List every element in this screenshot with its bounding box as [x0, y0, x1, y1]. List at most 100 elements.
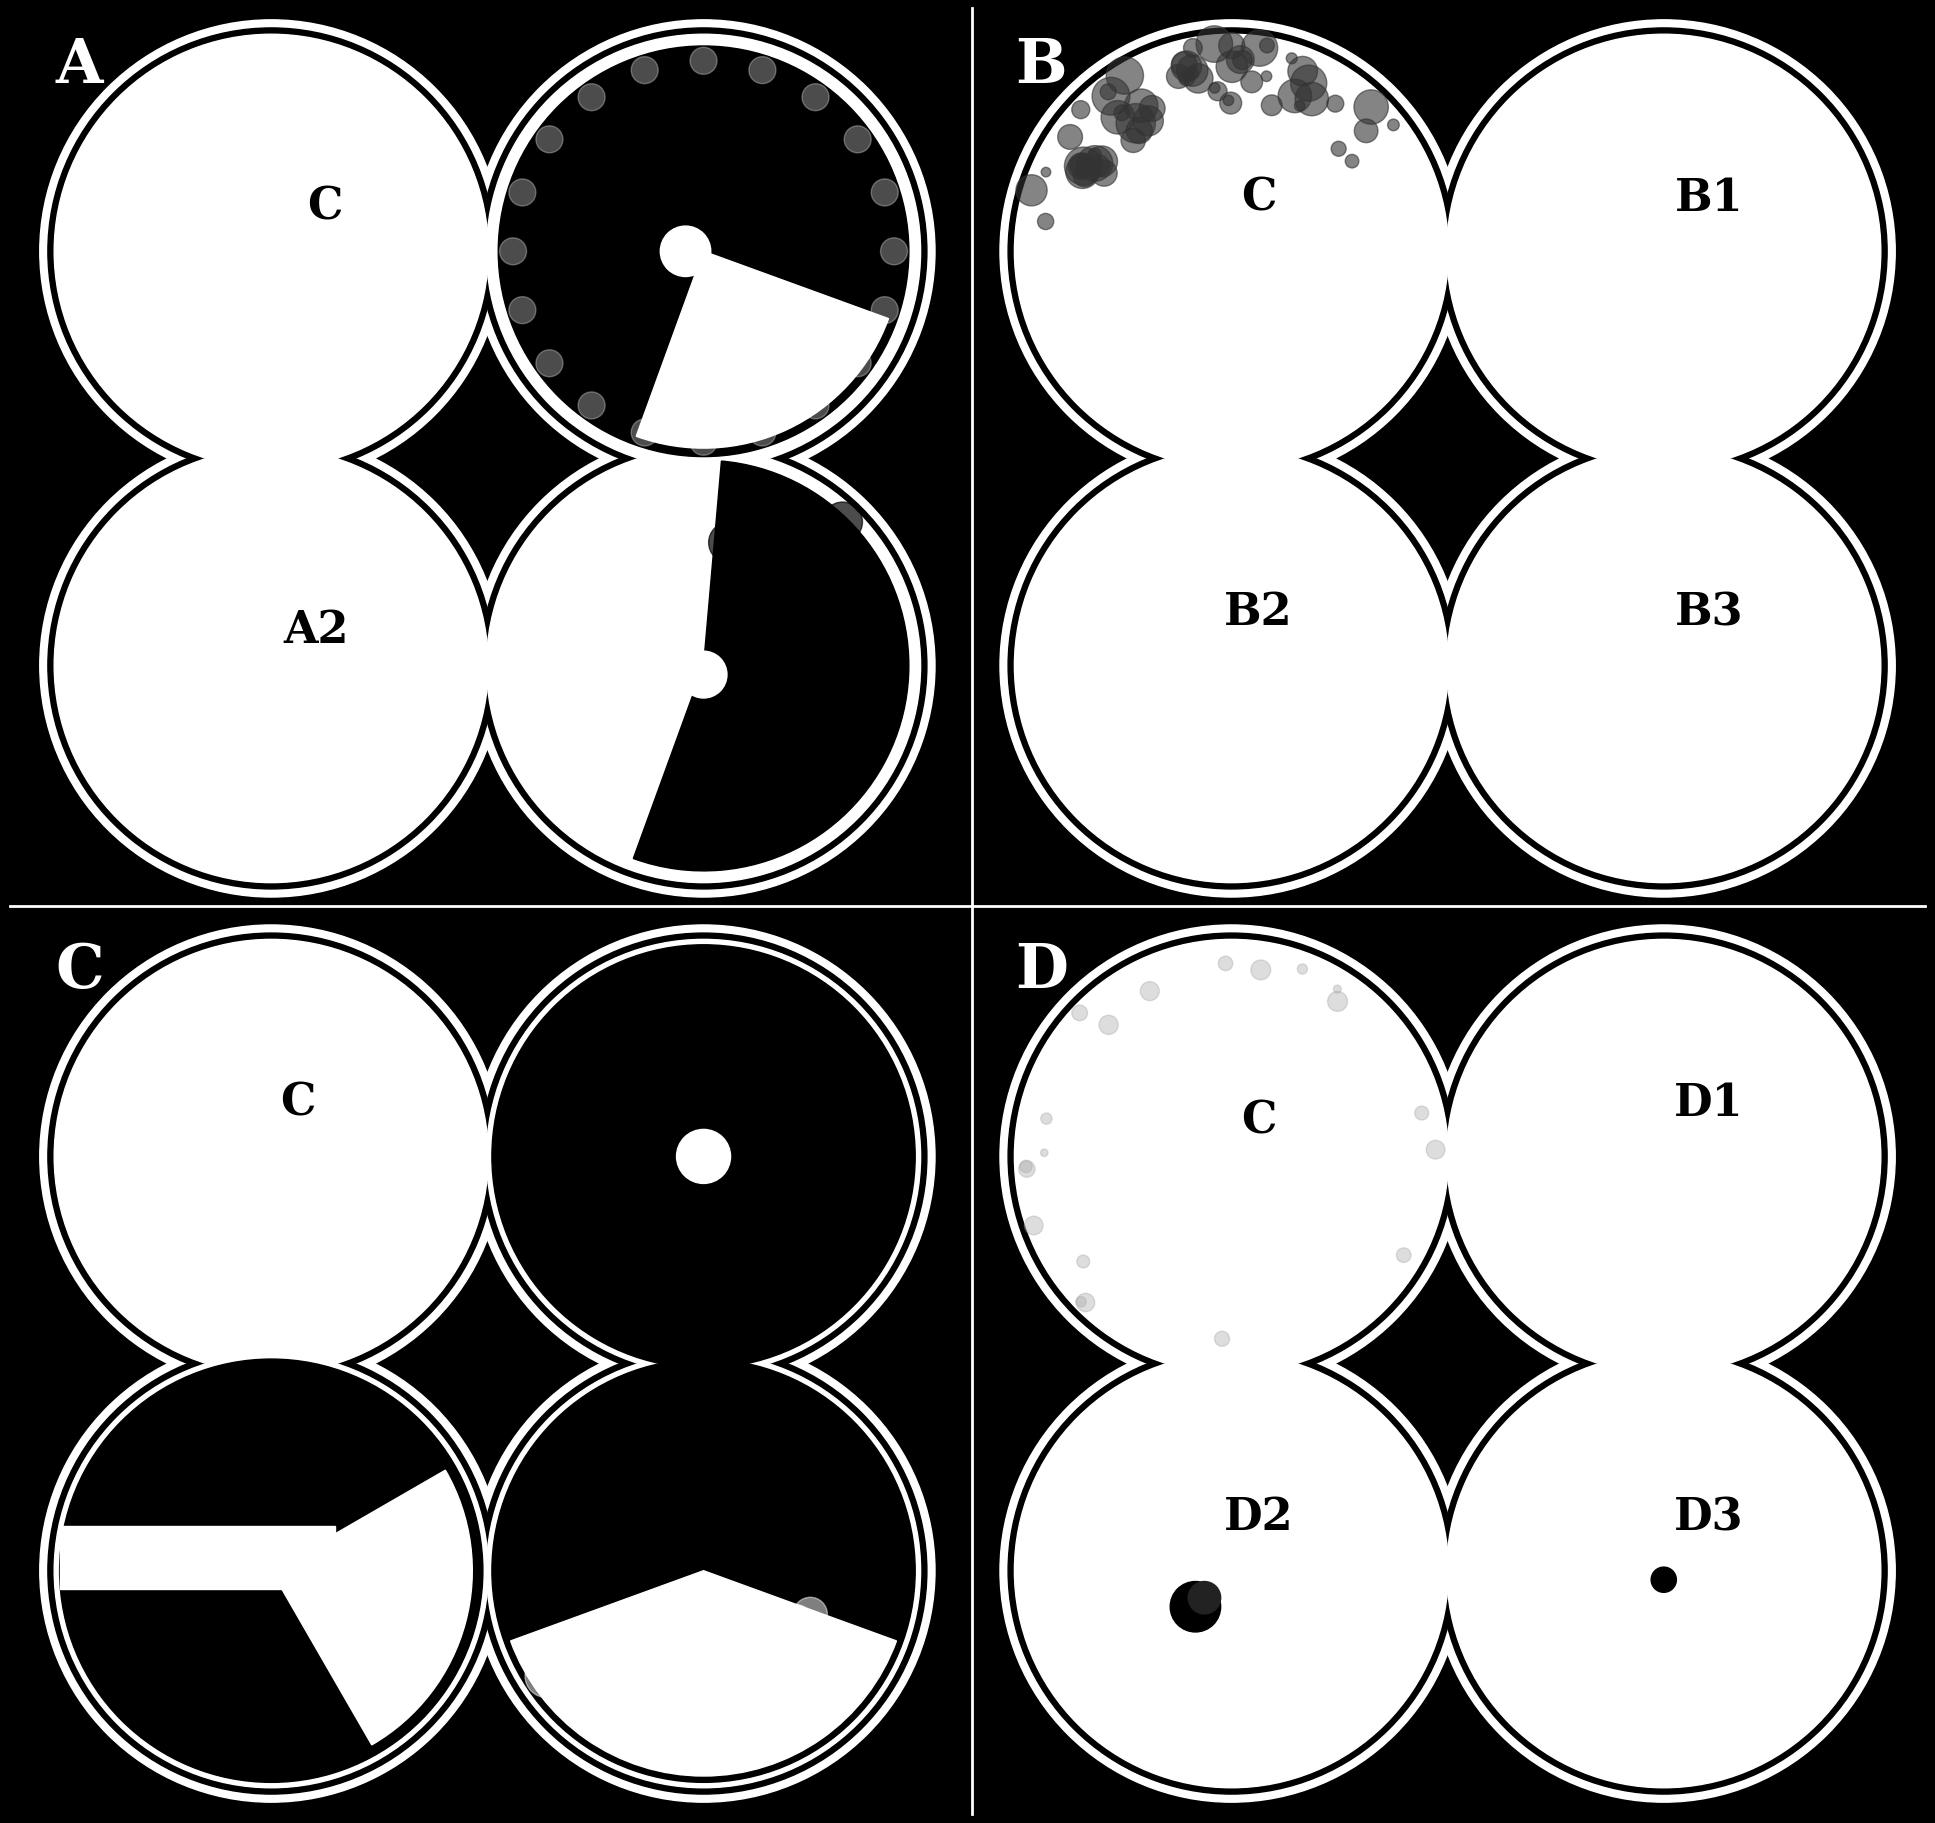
Circle shape	[1291, 66, 1327, 102]
Circle shape	[1260, 38, 1275, 55]
Circle shape	[60, 946, 484, 1369]
Circle shape	[648, 1637, 675, 1663]
Circle shape	[1451, 40, 1875, 463]
Circle shape	[536, 128, 563, 153]
Circle shape	[1207, 82, 1227, 102]
Circle shape	[1233, 51, 1252, 71]
Circle shape	[486, 35, 921, 469]
Circle shape	[1076, 1296, 1086, 1307]
Circle shape	[1115, 106, 1130, 122]
Polygon shape	[60, 1526, 335, 1590]
Circle shape	[817, 386, 830, 403]
Circle shape	[1020, 1360, 1444, 1783]
Circle shape	[857, 605, 896, 647]
Circle shape	[700, 1688, 722, 1708]
Circle shape	[472, 20, 935, 483]
Circle shape	[1099, 1015, 1118, 1035]
Circle shape	[1426, 1141, 1445, 1159]
Circle shape	[1279, 80, 1312, 113]
Circle shape	[1432, 1340, 1894, 1803]
Circle shape	[1068, 153, 1093, 180]
Circle shape	[1008, 29, 1455, 476]
Text: B: B	[1016, 36, 1066, 97]
Circle shape	[770, 789, 791, 811]
Text: C: C	[1240, 177, 1277, 219]
Circle shape	[486, 448, 921, 882]
Circle shape	[579, 392, 606, 419]
Circle shape	[1101, 84, 1116, 100]
Circle shape	[743, 1710, 764, 1732]
Circle shape	[54, 941, 488, 1375]
Circle shape	[1188, 1582, 1221, 1613]
Circle shape	[48, 1347, 495, 1794]
Circle shape	[844, 350, 871, 377]
Circle shape	[1432, 926, 1894, 1387]
Circle shape	[1140, 983, 1159, 1001]
Circle shape	[1120, 129, 1146, 153]
Circle shape	[1171, 1582, 1221, 1632]
Circle shape	[1014, 35, 1449, 469]
Circle shape	[755, 410, 776, 432]
Circle shape	[822, 503, 863, 543]
Circle shape	[1008, 443, 1455, 890]
Circle shape	[1296, 964, 1308, 975]
Circle shape	[1215, 51, 1248, 84]
Circle shape	[1126, 118, 1153, 144]
Circle shape	[1018, 1161, 1035, 1178]
Circle shape	[1451, 454, 1875, 877]
Circle shape	[745, 1630, 789, 1674]
Circle shape	[1451, 946, 1875, 1369]
Circle shape	[840, 775, 859, 795]
Circle shape	[826, 645, 853, 671]
Circle shape	[716, 532, 755, 571]
Text: D2: D2	[1223, 1495, 1293, 1539]
Circle shape	[41, 20, 503, 483]
Circle shape	[1440, 933, 1887, 1380]
Circle shape	[1219, 93, 1242, 115]
Circle shape	[1070, 153, 1095, 179]
Circle shape	[728, 472, 755, 500]
Wedge shape	[511, 1571, 896, 1776]
Circle shape	[1440, 29, 1887, 476]
Circle shape	[695, 414, 712, 430]
Circle shape	[1020, 40, 1444, 463]
Circle shape	[480, 443, 927, 890]
Circle shape	[793, 1597, 828, 1632]
Circle shape	[491, 946, 915, 1369]
Circle shape	[1447, 1354, 1881, 1788]
Circle shape	[1000, 20, 1463, 483]
Circle shape	[631, 419, 658, 447]
Circle shape	[1107, 58, 1144, 95]
Circle shape	[497, 47, 909, 458]
Circle shape	[1008, 1347, 1455, 1794]
Circle shape	[1327, 992, 1347, 1012]
Circle shape	[795, 707, 824, 736]
Circle shape	[832, 660, 853, 682]
Circle shape	[1020, 454, 1444, 877]
Text: A2: A2	[284, 609, 348, 651]
Circle shape	[1289, 57, 1318, 88]
Circle shape	[782, 824, 805, 848]
Circle shape	[472, 1340, 935, 1803]
Circle shape	[480, 933, 927, 1380]
Circle shape	[54, 1354, 488, 1788]
Wedge shape	[704, 461, 909, 871]
Circle shape	[811, 1686, 830, 1705]
Circle shape	[1041, 168, 1051, 179]
Circle shape	[871, 180, 898, 206]
Circle shape	[844, 128, 871, 153]
Circle shape	[1076, 1294, 1095, 1313]
Circle shape	[650, 1643, 671, 1663]
Circle shape	[757, 1684, 791, 1719]
Circle shape	[1215, 1331, 1229, 1347]
Circle shape	[1091, 160, 1116, 188]
Circle shape	[1176, 57, 1207, 88]
Circle shape	[1186, 67, 1198, 80]
Circle shape	[880, 239, 908, 266]
Circle shape	[579, 84, 606, 111]
Wedge shape	[271, 1471, 472, 1745]
Circle shape	[1072, 102, 1089, 120]
Circle shape	[1219, 33, 1244, 60]
Circle shape	[1242, 31, 1277, 67]
Wedge shape	[633, 665, 722, 871]
